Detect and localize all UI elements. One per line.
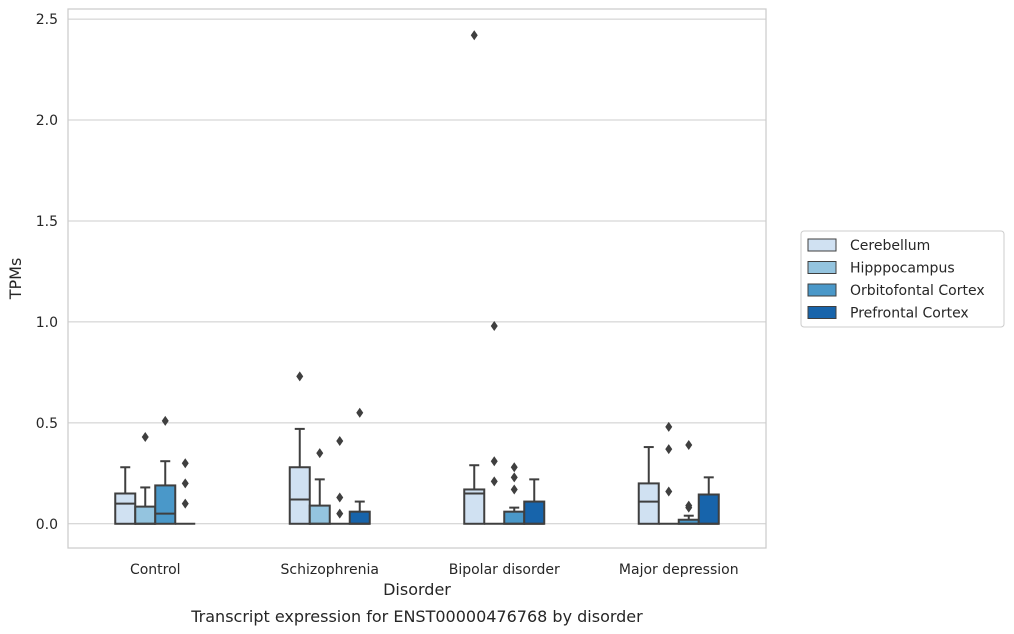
outlier-point (490, 320, 498, 331)
box-rect (114, 492, 137, 525)
outlier-point (316, 448, 324, 459)
legend-frame (800, 230, 1005, 328)
x-axis-label: Disorder (383, 580, 451, 599)
box-rect (697, 493, 720, 525)
box-rect (134, 505, 157, 525)
outlier-point (510, 462, 518, 473)
box-hipppocampus (658, 421, 679, 525)
outlier-point (665, 486, 673, 497)
box-hipppocampus (134, 431, 157, 525)
x-tick-label: Bipolar disorder (449, 562, 560, 578)
box-rect (503, 510, 526, 525)
y-tick-labels: 0.0 0.5 1.0 1.5 2.0 2.5 (36, 12, 58, 533)
box-prefrontal-cortex (697, 476, 720, 525)
box-rect (154, 484, 177, 525)
outlier-point (685, 502, 693, 513)
outlier-point (296, 371, 304, 382)
legend-swatch (807, 238, 837, 252)
y-tick-label: 2.0 (36, 113, 58, 129)
box-marks (114, 30, 720, 525)
box-prefrontal-cortex (175, 458, 196, 525)
outlier-point (336, 492, 344, 503)
box-cerebellum (463, 30, 486, 525)
legend-swatch (807, 306, 837, 319)
chart-caption: Transcript expression for ENST0000047676… (190, 607, 643, 626)
outlier-point (685, 440, 693, 451)
box-orbitofontal-cortex (329, 436, 350, 525)
outlier-point (181, 478, 189, 489)
legend-label: Prefrontal Cortex (850, 306, 969, 322)
outlier-point (470, 30, 478, 41)
box-rect (348, 510, 371, 525)
outlier-point (665, 421, 673, 432)
legend-swatch (807, 283, 837, 297)
box-rect (463, 488, 486, 525)
box-cerebellum (637, 446, 660, 525)
x-tick-label: Major depression (619, 562, 739, 578)
outlier-point (510, 472, 518, 483)
box-prefrontal-cortex (523, 478, 546, 525)
box-rect (637, 482, 660, 525)
outlier-point (356, 407, 364, 418)
legend-swatch (807, 261, 837, 274)
box-orbitofontal-cortex (154, 415, 177, 525)
outlier-point (490, 476, 498, 487)
y-tick-label: 0.0 (36, 517, 58, 533)
plot-frame (67, 8, 767, 549)
legend-label: Hipppocampus (850, 261, 955, 277)
y-tick-label: 2.5 (36, 12, 58, 28)
x-tick-label: Control (130, 562, 181, 578)
outlier-point (141, 431, 149, 442)
box-cerebellum (114, 466, 137, 525)
outlier-point (665, 444, 673, 455)
x-tick-label: Schizophrenia (281, 562, 379, 578)
box-hipppocampus (484, 320, 505, 525)
box-prefrontal-cortex (348, 407, 371, 525)
y-axis-label: TPMs (6, 258, 25, 301)
outlier-point (161, 415, 169, 426)
box-rect (523, 500, 546, 525)
legend-label: Cerebellum (850, 238, 930, 254)
box-cerebellum (288, 371, 311, 525)
box-hipppocampus (308, 448, 331, 525)
box-orbitofontal-cortex (677, 440, 700, 525)
y-tick-label: 1.0 (36, 315, 58, 331)
box-orbitofontal-cortex (503, 462, 526, 525)
outlier-point (181, 458, 189, 469)
y-tick-label: 0.5 (36, 416, 58, 432)
outlier-point (181, 498, 189, 509)
outlier-point (336, 436, 344, 447)
grid-lines (68, 18, 766, 525)
legend-label: Orbitofontal Cortex (850, 283, 985, 299)
outlier-point (510, 484, 518, 495)
y-tick-label: 1.5 (36, 214, 58, 230)
legend: Cerebellum Hipppocampus Orbitofontal Corte… (800, 230, 1005, 328)
outlier-point (490, 456, 498, 467)
x-tick-labels: Control Schizophrenia Bipolar disorder Majo… (130, 562, 739, 578)
box-rect (308, 504, 331, 525)
box-rect (288, 466, 311, 525)
outlier-point (336, 508, 344, 519)
